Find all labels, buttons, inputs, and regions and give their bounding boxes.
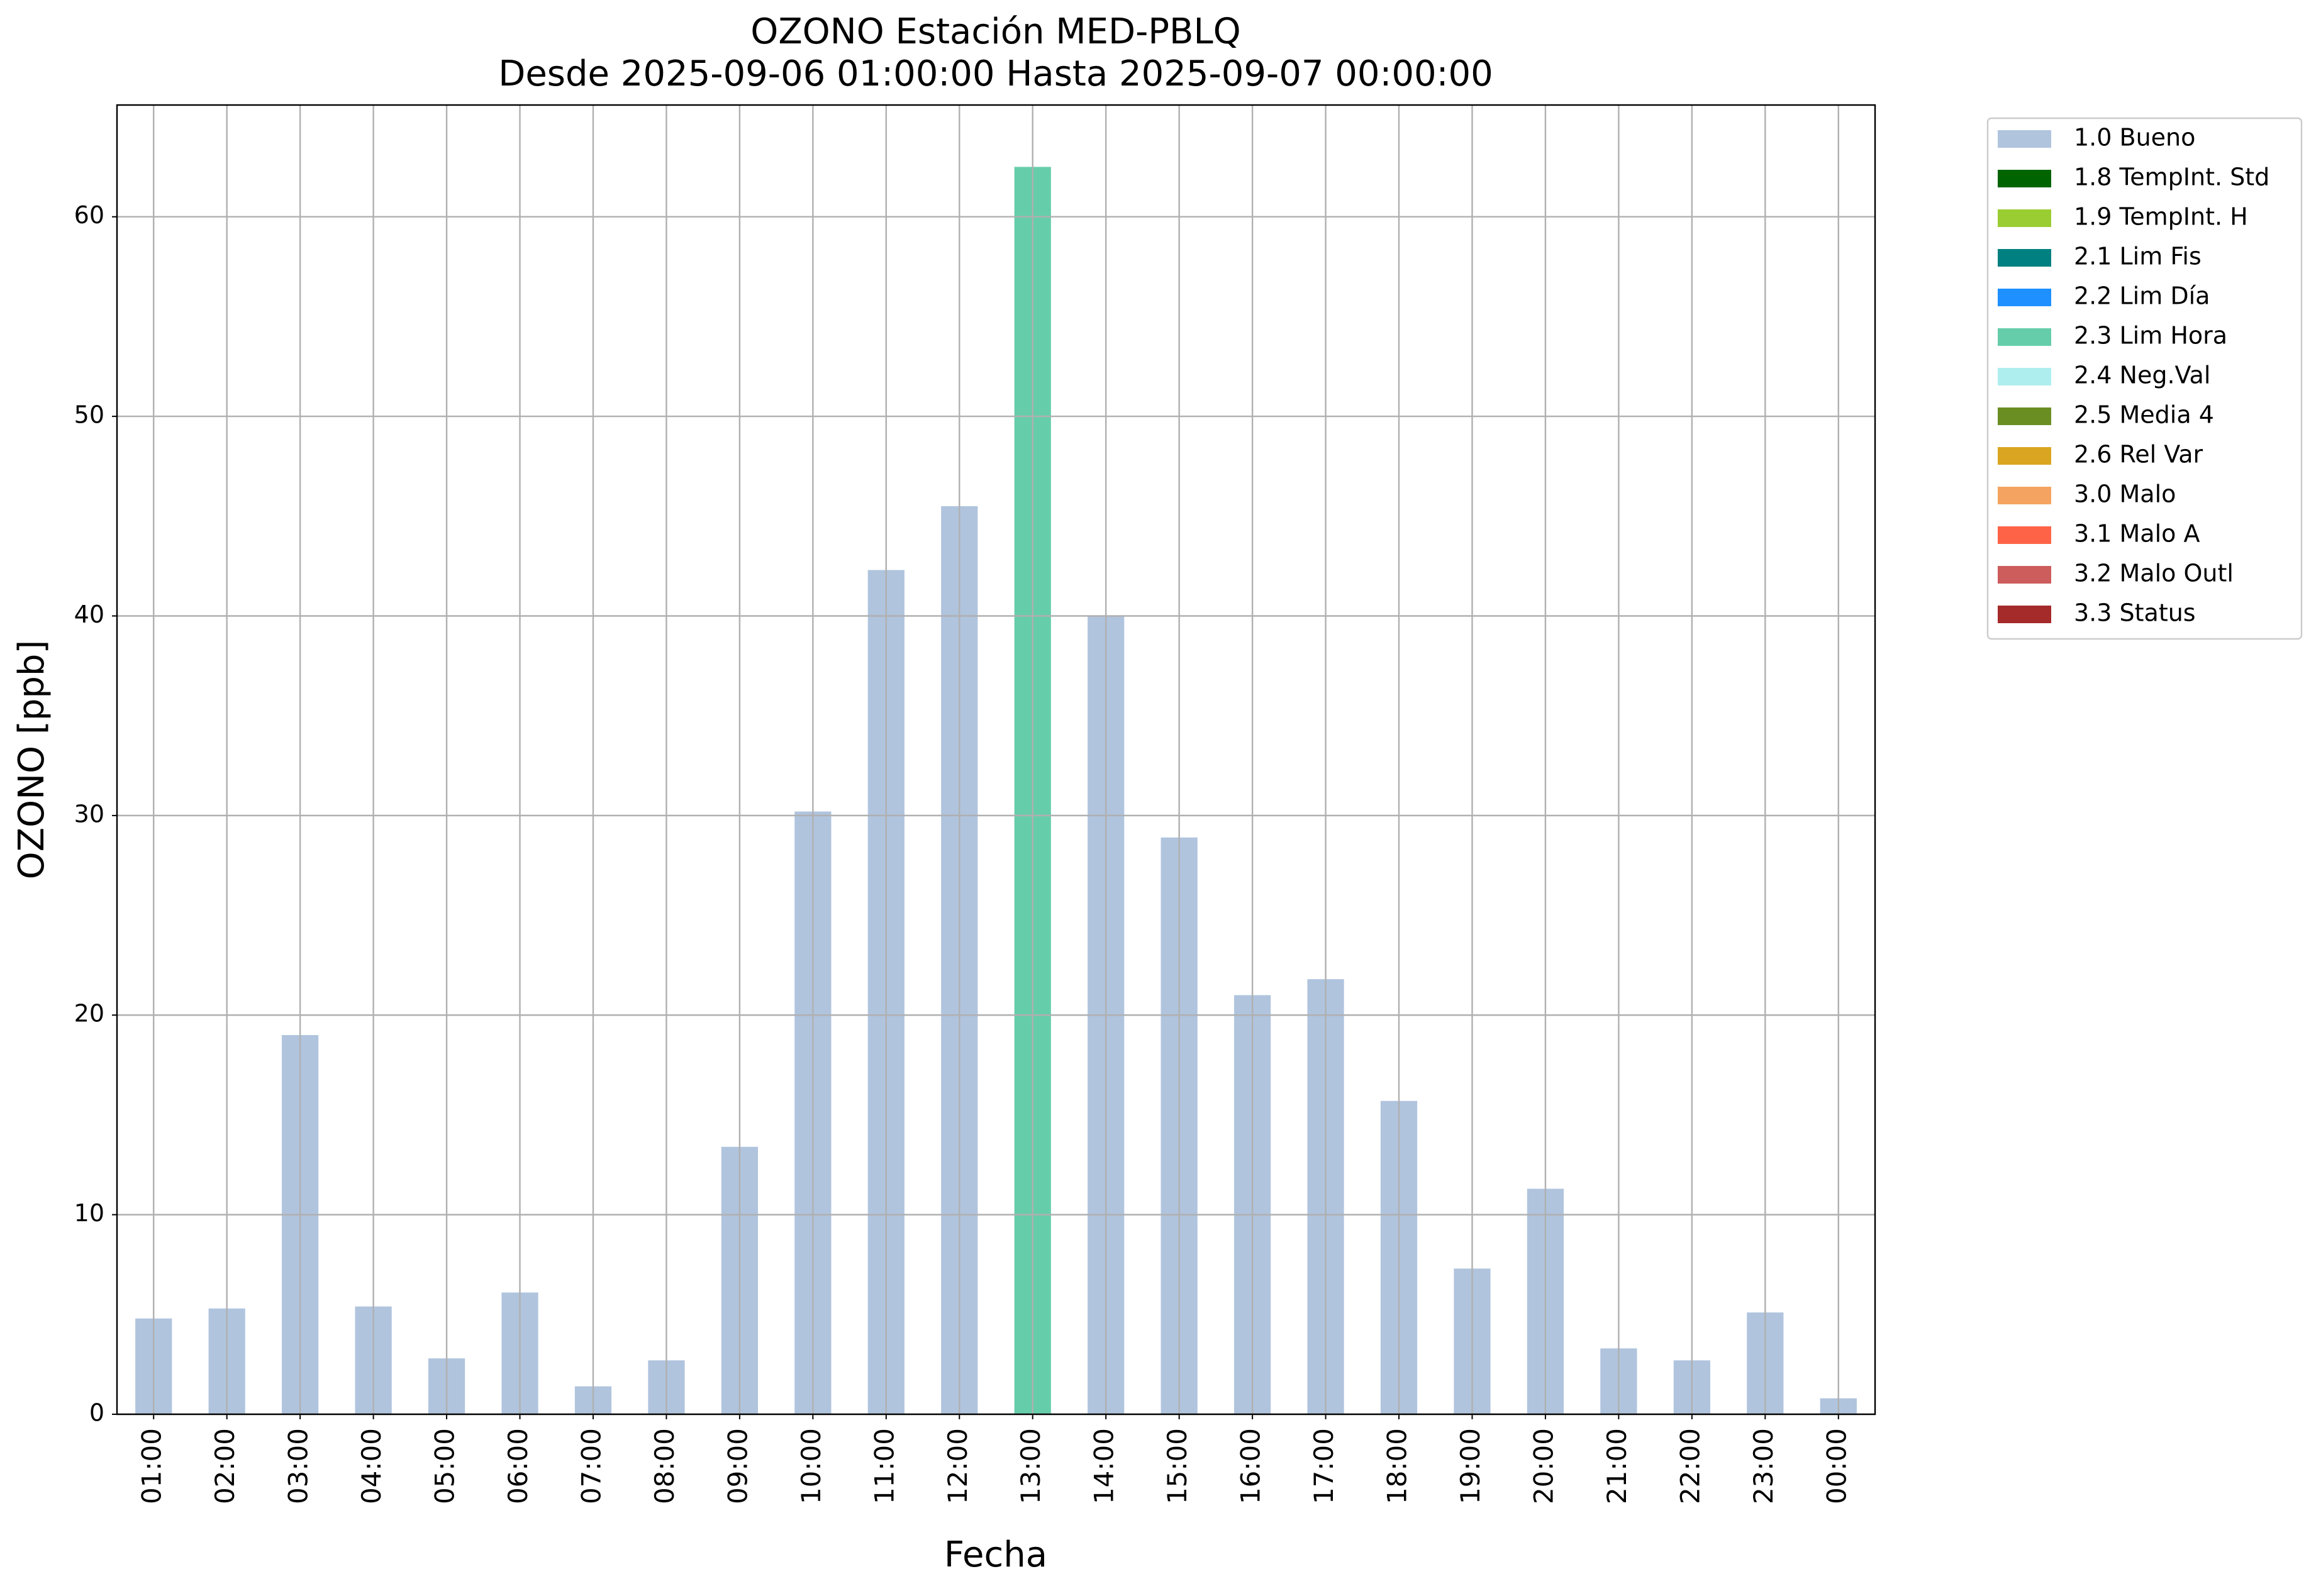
legend-swatch <box>1998 566 2051 584</box>
x-tick-label: 05:00 <box>430 1428 460 1504</box>
x-tick-label: 15:00 <box>1162 1428 1193 1504</box>
legend-label: 2.5 Media 4 <box>2074 401 2214 429</box>
legend-swatch <box>1998 526 2051 544</box>
legend-label: 3.2 Malo Outl <box>2074 560 2234 587</box>
legend-label: 2.1 Lim Fis <box>2074 243 2202 270</box>
x-tick-label: 01:00 <box>136 1428 167 1504</box>
plot-frame <box>116 104 1876 1416</box>
x-tick-label: 17:00 <box>1308 1428 1339 1504</box>
x-tick-label: 20:00 <box>1528 1428 1559 1504</box>
x-tick-label: 10:00 <box>796 1428 827 1504</box>
legend-swatch <box>1998 606 2051 623</box>
x-tick-label: 03:00 <box>283 1428 314 1504</box>
x-tick-label: 02:00 <box>209 1428 240 1504</box>
legend-swatch <box>1998 328 2051 346</box>
legend-label: 1.8 TempInt. Std <box>2074 163 2269 191</box>
chart-subtitle: Desde 2025-09-06 01:00:00 Hasta 2025-09-… <box>498 53 1493 94</box>
x-tick-label: 19:00 <box>1455 1428 1486 1504</box>
legend-box <box>1986 117 2303 640</box>
legend-label: 2.6 Rel Var <box>2074 441 2203 468</box>
x-tick-label: 06:00 <box>503 1428 533 1504</box>
y-tick-label: 60 <box>74 201 104 229</box>
y-tick-label: 20 <box>74 1000 104 1028</box>
x-tick-label: 13:00 <box>1015 1428 1046 1504</box>
legend-swatch <box>1998 170 2051 187</box>
x-tick-label: 23:00 <box>1748 1428 1779 1504</box>
legend-swatch <box>1998 209 2051 227</box>
x-tick-label: 12:00 <box>942 1428 973 1504</box>
legend-label: 2.2 Lim Día <box>2074 282 2210 310</box>
legend-swatch <box>1998 407 2051 425</box>
x-tick-label: 11:00 <box>869 1428 899 1504</box>
y-tick-label: 40 <box>74 601 104 628</box>
legend-label: 1.0 Bueno <box>2074 124 2195 152</box>
x-tick-label: 21:00 <box>1601 1428 1632 1504</box>
x-tick-label: 18:00 <box>1382 1428 1413 1504</box>
x-tick-label: 14:00 <box>1089 1428 1120 1504</box>
chart-title: OZONO Estación MED-PBLQ <box>750 11 1241 52</box>
y-tick-label: 50 <box>74 401 104 429</box>
legend-label: 3.1 Malo A <box>2074 520 2200 548</box>
x-tick-label: 07:00 <box>576 1428 606 1504</box>
legend-label: 3.3 Status <box>2074 599 2196 627</box>
legend-swatch <box>1998 368 2051 385</box>
x-tick-label: 04:00 <box>356 1428 387 1504</box>
legend-swatch <box>1998 130 2051 148</box>
x-tick-label: 00:00 <box>1821 1428 1852 1504</box>
legend-label: 3.0 Malo <box>2074 480 2176 508</box>
legend-swatch <box>1998 249 2051 267</box>
legend-swatch <box>1998 487 2051 504</box>
legend-label: 1.9 TempInt. H <box>2074 203 2248 231</box>
legend-label: 2.3 Lim Hora <box>2074 322 2227 350</box>
x-tick-label: 09:00 <box>722 1428 753 1504</box>
y-tick-label: 10 <box>74 1199 104 1227</box>
legend-swatch <box>1998 289 2051 306</box>
x-tick-label: 16:00 <box>1235 1428 1266 1504</box>
x-tick-label: 22:00 <box>1674 1428 1705 1504</box>
legend-swatch <box>1998 447 2051 465</box>
x-axis-label: Fecha <box>944 1534 1047 1575</box>
legend-label: 2.4 Neg.Val <box>2074 362 2210 389</box>
x-tick-label: 08:00 <box>649 1428 680 1504</box>
y-tick-label: 0 <box>89 1399 104 1427</box>
y-tick-label: 30 <box>74 800 104 828</box>
y-axis-label: OZONO [ppb] <box>11 640 52 880</box>
